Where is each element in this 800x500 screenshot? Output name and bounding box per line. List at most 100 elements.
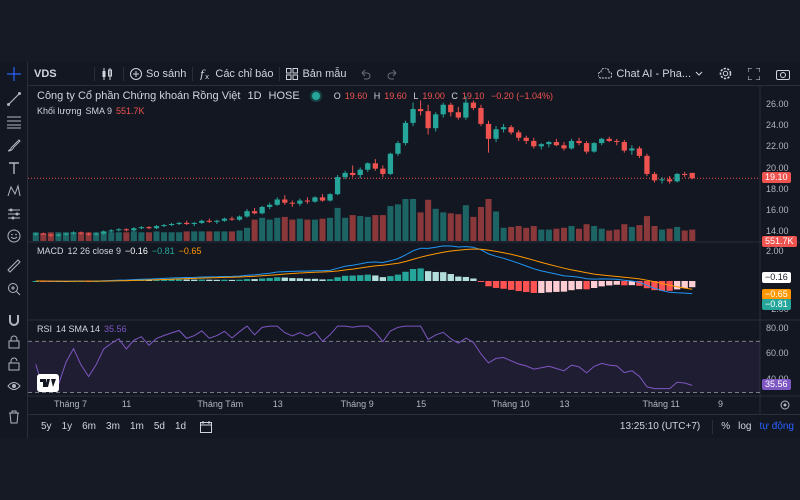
rsi-band [28,341,760,393]
candle-body [538,144,544,147]
candle-body [674,173,680,182]
volume-bar [500,227,507,241]
measure-tool-icon[interactable] [4,204,24,224]
macd-histogram-bar [228,279,236,281]
range-button-1d[interactable]: 1d [174,421,187,432]
auto-scale-toggle[interactable]: tự động [759,421,795,432]
brush-icon[interactable] [4,135,24,155]
ruler-icon[interactable] [4,256,24,276]
volume-bar [659,229,666,241]
candle-body [531,140,537,147]
range-button-5y[interactable]: 5y [41,421,52,432]
rsi-tick-label: 40.00 [766,374,789,384]
date-range-button[interactable] [197,418,215,436]
candle-body [621,142,627,151]
price-tick-label: 20.00 [766,162,789,173]
redo-button[interactable] [381,62,409,86]
macd-histogram-bar [583,281,590,290]
current-price-tag: 19.10 [762,172,791,184]
chart-canvas[interactable] [28,86,800,414]
eye-icon[interactable] [4,376,24,396]
volume-tag: 551.7K [762,236,797,247]
chart-type-button[interactable] [95,62,123,86]
volume-bar [274,217,281,241]
candle-body [523,137,529,141]
volume-bar [560,227,567,241]
range-button-6m[interactable]: 6m [82,421,97,432]
emoji-icon[interactable] [4,226,24,246]
log-toggle[interactable]: log [738,421,752,432]
macd-histogram-bar [447,274,454,281]
candle-body [168,223,175,226]
macd-histogram-bar [379,277,387,281]
toolbar-divider [94,66,95,81]
candle-body [463,102,469,118]
range-button-5d[interactable]: 5d [153,421,165,432]
trash-icon[interactable] [4,407,24,427]
undo-button[interactable] [353,62,381,86]
text-tool-icon[interactable] [4,158,24,178]
tradingview-logo[interactable] [37,374,59,392]
volume-bar [410,199,417,241]
clock[interactable]: 13:25:10 (UTC+7) [619,421,701,432]
candle-body [312,197,318,202]
close-value: 19.10 [461,91,485,101]
magnet-icon[interactable] [4,310,24,330]
candle-body [387,153,394,174]
candle-body [651,173,658,181]
templates-button[interactable]: Bản mẫu [280,62,352,86]
percent-toggle[interactable]: % [721,421,731,432]
macd-histogram-bar [689,281,696,288]
volume-bar [591,226,598,241]
volume-bar [236,230,243,241]
lock-drawing-icon[interactable] [4,332,24,352]
macd-histogram-bar [258,278,266,281]
volume-bar [613,229,620,241]
range-button-3m[interactable]: 3m [106,421,120,432]
settings-button[interactable] [713,62,742,86]
crosshair-icon[interactable] [4,64,24,84]
snapshot-button[interactable] [770,62,800,86]
lock-icon[interactable] [4,354,24,374]
range-button-1m[interactable]: 1m [129,421,144,432]
macd-legend: MACD 12 26 close 9 −0.16 −0.81 −0.65 [37,246,205,256]
volume-bar [417,212,424,241]
macd-histogram-bar [507,281,515,290]
chat-ai-button[interactable]: Chat AI - Pha... [592,62,713,86]
calendar-range-icon [200,420,213,433]
candle-body [644,155,650,174]
range-button-1y[interactable]: 1y [61,421,73,432]
chart-area[interactable]: Công ty Cổ phần Chứng khoán Rồng Việt 1D… [28,86,800,438]
templates-label: Bản mẫu [302,67,347,80]
macd-histogram-bar [221,279,228,281]
candle-body [440,104,446,115]
time-tick-label: 9 [717,399,723,409]
fib-retracement-icon[interactable] [4,112,24,132]
compare-label: So sánh [146,67,187,80]
candle-body [455,112,461,118]
candle-body [101,231,107,234]
candle-body [274,199,280,205]
candle-body [659,179,665,181]
volume-bar [319,218,326,241]
candle-body [48,234,54,236]
symbol-search[interactable]: VDS [28,62,94,86]
price-tick-label: 26.00 [766,98,789,109]
rsi-tick-label: 80.00 [766,322,789,333]
time-axis-settings-icon[interactable] [778,398,792,412]
candles-icon [101,67,113,80]
volume-bar [364,216,371,241]
zoom-in-icon[interactable] [4,279,24,299]
volume-bar [244,227,251,241]
macd-histogram-bar [545,281,553,293]
candle-body [516,132,522,138]
fullscreen-button[interactable] [742,62,770,86]
candle-body [267,204,273,207]
trend-line-icon[interactable] [4,89,24,109]
compare-button[interactable]: So sánh [124,62,192,86]
volume-bar [168,232,175,241]
candle-body [319,197,326,201]
macd-histogram-bar [251,279,258,281]
pattern-tool-icon[interactable] [4,181,24,201]
